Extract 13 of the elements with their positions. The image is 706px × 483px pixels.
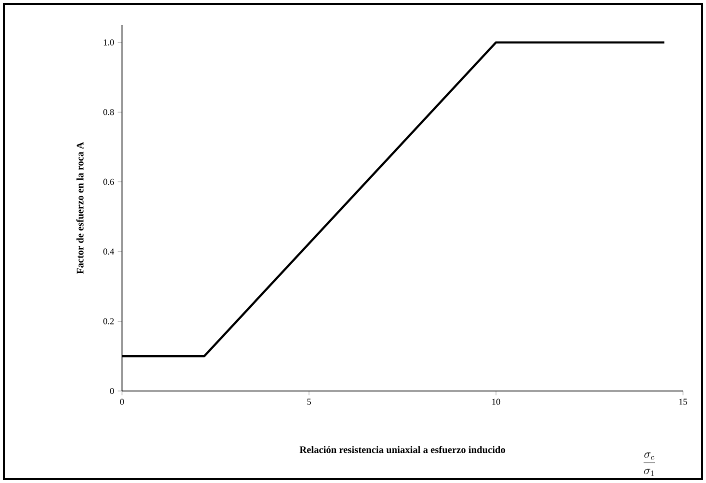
x-tick-label: 15: [679, 398, 688, 405]
y-tick-label: 0.4: [103, 248, 114, 255]
y-tick-label: 0.8: [103, 109, 114, 116]
y-axis-title: Factor de esfuerzo en la roca A: [76, 142, 84, 274]
x-axis-title: Relación resistencia uniaxial a esfuerzo inducido: [300, 446, 506, 454]
y-tick-label: 1.0: [104, 39, 114, 46]
y-tick-label: 0.2: [103, 318, 114, 324]
y-tick-label: 0.6: [103, 178, 114, 185]
y-tick-label: 0: [110, 388, 114, 394]
x-tick-label: 10: [492, 398, 500, 405]
x-tick-label: 0: [120, 398, 124, 405]
text: $\frac{\sigma_c}{\sigma_1}$: [644, 452, 656, 476]
x-tick-label: 5: [307, 398, 311, 405]
